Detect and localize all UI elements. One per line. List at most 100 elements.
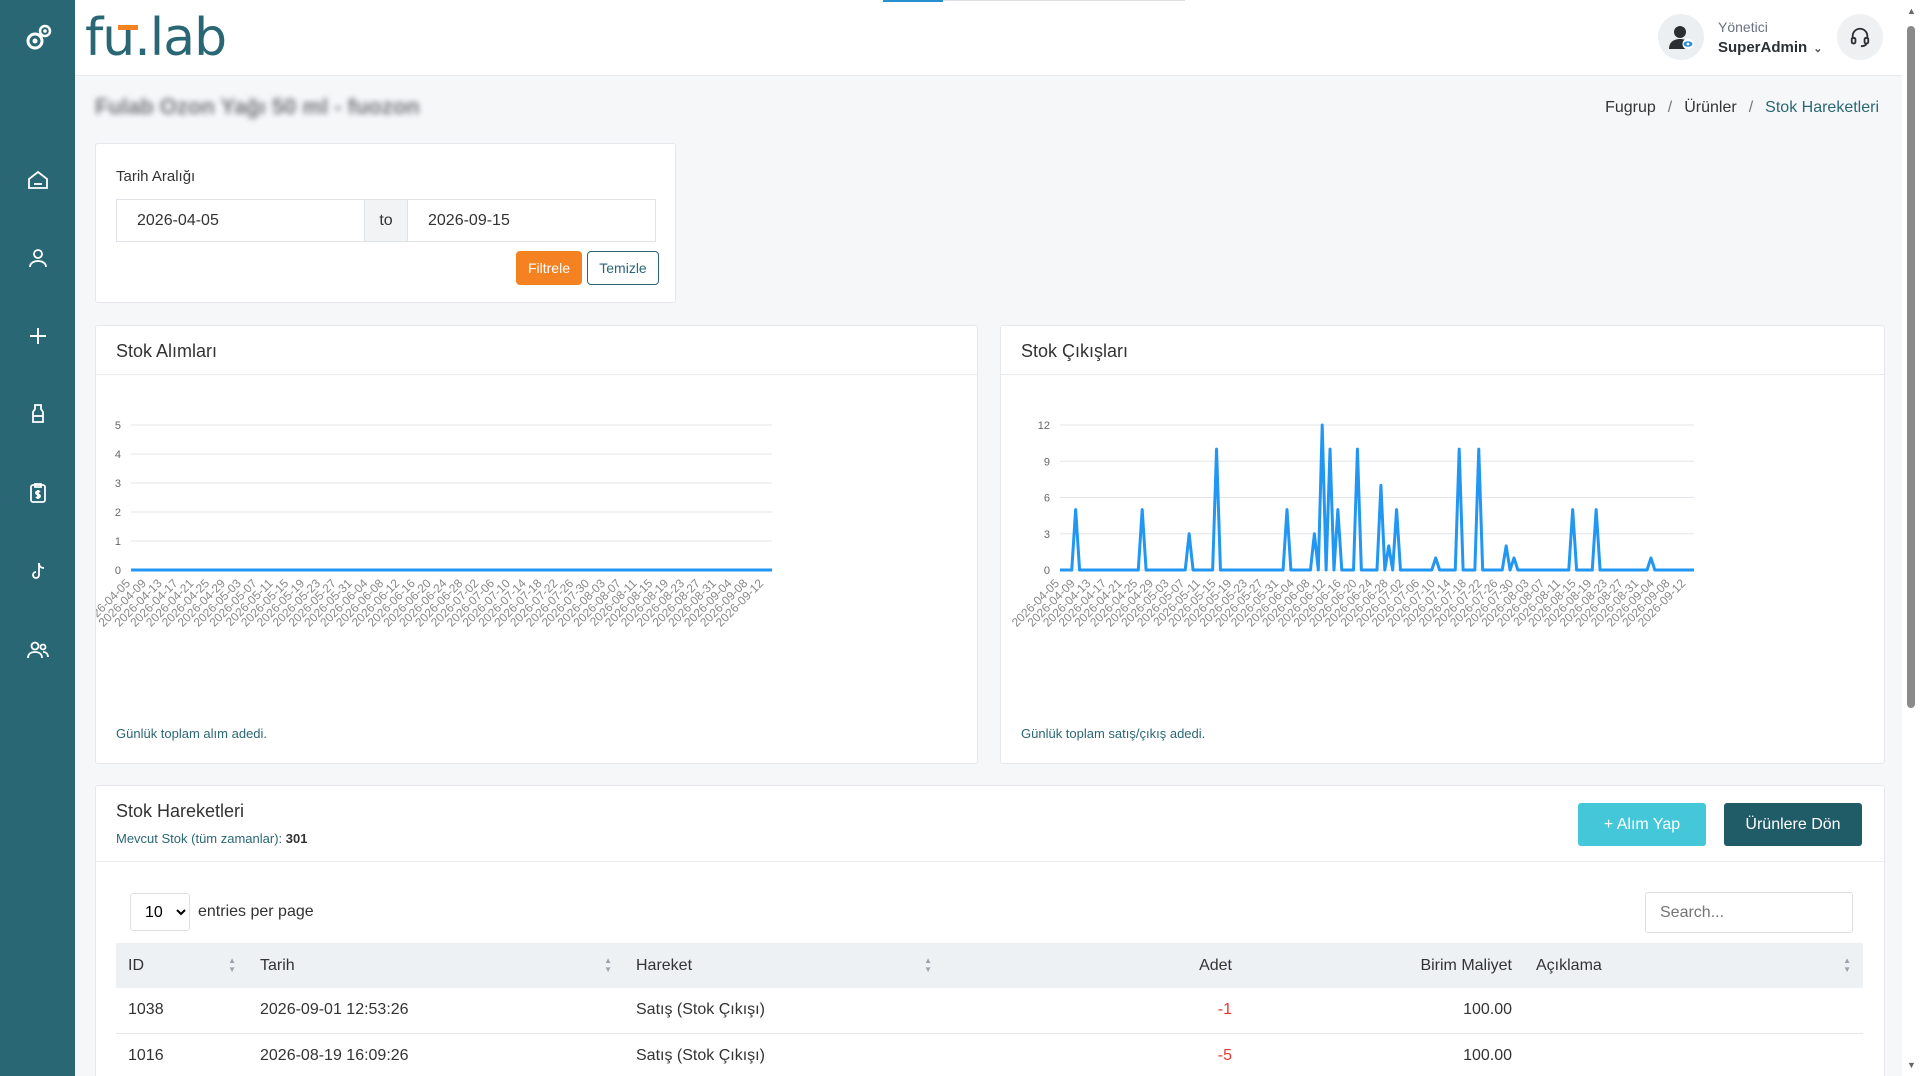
entries-label: entries per page [198,903,314,920]
y-tick-label: 9 [1044,456,1050,468]
breadcrumb-fugrup[interactable]: Fugrup [1605,99,1656,116]
outflows-chart: 0369122026-04-052026-04-092026-04-132026… [1009,420,1694,630]
current-stock-value: 301 [285,831,308,846]
scroll-up-arrow-icon[interactable]: ▲ [1907,6,1916,16]
purchases-chart: 0123452026-04-052026-04-092026-04-132026… [96,420,772,630]
topbar: fu.lab Yönetici SuperAdmin ⌄ [75,0,1902,76]
user-name: SuperAdmin [1718,38,1808,56]
col-header-label: Adet [1199,956,1232,974]
cell-date: 2026-09-01 12:53:26 [248,988,624,1034]
y-tick-label: 4 [115,449,121,461]
cell-movement: Satış (Stok Çıkışı) [624,988,944,1034]
y-tick-label: 6 [1044,493,1050,505]
cell-unit-cost: 100.00 [1244,988,1524,1034]
scroll-thumb[interactable] [1907,26,1915,708]
top-tab-indicator [883,0,943,2]
entries-select[interactable]: 10 [130,893,190,931]
y-tick-label: 0 [1044,565,1050,577]
outflows-chart-note: Günlük toplam satış/çıkış adedi. [1021,726,1206,741]
col-header-label: Tarih [260,956,295,974]
page-title: Fulab Ozon Yağı 50 ml - fuozon [95,94,420,119]
user-icon[interactable] [23,243,53,273]
filter-button[interactable]: Filtrele [516,251,582,285]
current-stock-label: Mevcut Stok (tüm zamanlar): [116,831,283,846]
outflows-chart-title: Stok Çıkışları [1001,326,1884,375]
start-date-input[interactable] [117,200,364,241]
home-icon[interactable] [23,165,53,195]
cell-movement: Satış (Stok Çıkışı) [624,1033,944,1076]
y-tick-label: 0 [115,565,121,577]
breadcrumb-current: Stok Hareketleri [1765,99,1879,116]
cell-description [1524,1033,1863,1076]
search-input[interactable] [1645,892,1853,933]
purchases-chart-title: Stok Alımları [96,326,977,375]
headset-icon[interactable] [1837,14,1883,60]
page-scrollbar[interactable]: ▲ ▼ [1902,0,1921,1076]
movements-header: Stok Hareketleri Mevcut Stok (tüm zamanl… [96,786,1884,862]
filter-card: Tarih Aralığı to Filtrele Temizle [95,143,676,303]
col-header-description[interactable]: Açıklama ▲ ▼ [1524,943,1863,988]
clear-button[interactable]: Temizle [587,251,659,285]
breadcrumb: Fugrup / Ürünler / Stok Hareketleri [1605,99,1879,117]
sort-icon: ▲ ▼ [1843,956,1851,974]
gear-logo-icon[interactable] [22,22,54,54]
col-header-label: Açıklama [1536,956,1602,974]
avatar [1658,14,1704,60]
brand-text-b: .lab [134,8,227,68]
col-header-unit-cost[interactable]: Birim Maliyet [1244,943,1524,988]
current-stock: Mevcut Stok (tüm zamanlar): 301 [116,831,307,846]
table-header-row: ID ▲ ▼ Tarih ▲ ▼ Hareket ▲ ▼ Adet Birim Maliye… [116,943,1863,988]
y-tick-label: 1 [115,536,121,548]
end-date-input[interactable] [408,200,655,241]
cell-id: 1016 [116,1033,248,1076]
user-menu[interactable]: Yönetici SuperAdmin ⌄ [1658,14,1822,60]
back-to-products-button[interactable]: Ürünlere Dön [1724,803,1862,846]
col-header-date[interactable]: Tarih ▲ ▼ [248,943,624,988]
purchases-chart-card: Stok Alımları 0 1 2 3 4 5 2026-04-05 2026-04-09… [95,325,978,764]
top-tab-track [943,0,1185,1]
user-name-row: SuperAdmin ⌄ [1718,39,1822,56]
col-header-label: Hareket [636,956,693,974]
sort-icon: ▲ ▼ [924,956,932,974]
cell-id: 1038 [116,988,248,1034]
table-row[interactable]: 1016 2026-08-19 16:09:26 Satış (Stok Çık… [116,1033,1863,1076]
date-range-label: Tarih Aralığı [116,168,196,185]
col-header-id[interactable]: ID ▲ ▼ [116,943,248,988]
brand-accent-bar [118,25,138,30]
tiktok-icon[interactable] [23,557,53,587]
user-role: Yönetici [1718,18,1768,35]
add-purchase-button[interactable]: + Alım Yap [1578,803,1706,846]
y-tick-label: 3 [115,478,121,490]
sort-icon: ▲ ▼ [228,956,236,974]
movements-title: Stok Hareketleri [116,801,245,821]
cell-date: 2026-08-19 16:09:26 [248,1033,624,1076]
brand-logo[interactable]: fu.lab [85,8,227,68]
entries-per-page: 10 entries per page [130,893,314,931]
users-icon[interactable] [23,635,53,665]
movements-table: ID ▲ ▼ Tarih ▲ ▼ Hareket ▲ ▼ Adet Birim Maliye… [116,943,1863,1076]
invoice-icon[interactable] [23,478,53,508]
y-tick-label: 5 [115,420,121,432]
cell-description [1524,988,1863,1034]
date-to-label: to [364,200,408,241]
plus-icon[interactable] [23,321,53,351]
sidebar [0,0,75,1076]
bottle-icon[interactable] [23,399,53,429]
scroll-down-arrow-icon[interactable]: ▼ [1907,1060,1916,1070]
breadcrumb-separator: / [1667,99,1673,116]
date-range-group: to [116,199,656,242]
col-header-label: Birim Maliyet [1420,956,1512,974]
cell-unit-cost: 100.00 [1244,1033,1524,1076]
outflows-chart-card: Stok Çıkışları 0 3 6 9 12 2026-04-05 2026-04-0… [1000,325,1885,764]
purchases-chart-note: Günlük toplam alım adedi. [116,726,268,741]
table-row[interactable]: 1038 2026-09-01 12:53:26 Satış (Stok Çık… [116,988,1863,1034]
breadcrumb-urunler[interactable]: Ürünler [1684,99,1737,116]
series-line [1060,423,1694,572]
cell-qty: -5 [944,1033,1244,1076]
col-header-label: ID [128,956,144,974]
y-tick-label: 12 [1038,420,1050,432]
col-header-qty[interactable]: Adet [944,943,1244,988]
y-tick-label: 2 [115,507,121,519]
col-header-movement[interactable]: Hareket ▲ ▼ [624,943,944,988]
brand-text-a: fu [85,8,135,68]
